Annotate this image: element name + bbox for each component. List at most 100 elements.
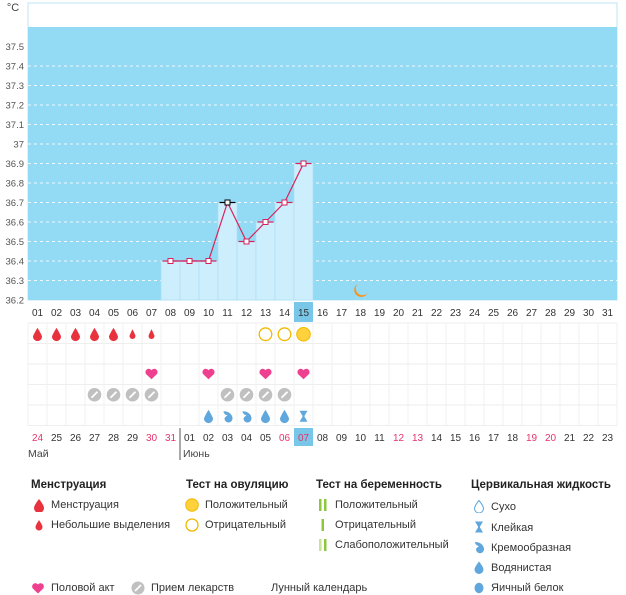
legend-spotting-label: Небольшие выделения: [51, 519, 171, 531]
temperature-point: [243, 238, 250, 245]
cycle-day: 19: [374, 308, 386, 319]
legend-cervical-title: Цервикальная жидкость: [471, 479, 611, 491]
unit-label: °C: [7, 2, 19, 14]
cycle-day: 30: [583, 308, 595, 319]
legend-cervical-dry: Сухо: [491, 501, 516, 513]
temperature-point: [224, 199, 231, 206]
cervical-watery-icon: [204, 409, 213, 424]
medicine-pill-line: [147, 391, 156, 399]
cycle-day: 01: [32, 308, 44, 319]
legend-pregnancy-positive: Положительный: [335, 499, 418, 511]
ovulation-positive-icon: [296, 326, 311, 342]
calendar-day: 29: [127, 433, 139, 444]
cycle-day: 13: [260, 308, 272, 319]
calendar-day: 10: [355, 433, 367, 444]
cycle-day: 24: [469, 308, 481, 319]
cycle-day: 25: [488, 308, 500, 319]
spotting-drop-icon: [129, 329, 136, 340]
legend-intercourse: Половой акт: [51, 582, 115, 594]
calendar-day: 26: [70, 433, 82, 444]
cycle-day: 29: [564, 308, 576, 319]
legend-cervical-creamy: Кремообразная: [491, 542, 572, 554]
calendar-day: 21: [564, 433, 576, 444]
calendar-day: 05: [260, 433, 272, 444]
cycle-day: 07: [146, 308, 158, 319]
temperature-bar: [160, 260, 181, 301]
medicine-pill-line: [90, 391, 99, 399]
temperature-bar: [274, 202, 295, 301]
cervical-dry-icon: [473, 499, 485, 513]
cycle-day: 03: [70, 308, 82, 319]
calendar-day: 25: [51, 433, 63, 444]
ovulation-negative-icon: [277, 327, 292, 342]
calendar-day: 08: [317, 433, 329, 444]
cycle-day: 17: [336, 308, 348, 319]
calendar-day: 01: [184, 433, 196, 444]
temperature-point: [186, 258, 193, 264]
medicine-pill-line: [128, 391, 137, 399]
y-tick-label: 36.5: [6, 237, 25, 248]
legend-ovulation-negative: Отрицательный: [205, 519, 286, 531]
today-date-cell: [294, 428, 313, 446]
medicine-pill-line: [109, 391, 118, 399]
calendar-day: 24: [32, 433, 44, 444]
cycle-day: 12: [241, 308, 253, 319]
cycle-day: 26: [507, 308, 519, 319]
intercourse-heart-icon: [145, 368, 158, 380]
cervical-sticky-icon: [299, 410, 308, 422]
calendar-day: 19: [526, 433, 538, 444]
y-tick-label: 36.6: [6, 218, 25, 229]
cervical-creamy-icon: [475, 542, 485, 554]
cycle-day: 14: [279, 308, 291, 319]
intercourse-heart-icon: [259, 368, 272, 380]
ovulation-negative-icon: [185, 518, 199, 532]
menstruation-drop-icon: [90, 327, 99, 342]
calendar-day: 14: [431, 433, 443, 444]
cycle-day: 15: [298, 308, 310, 319]
calendar-day: 22: [583, 433, 595, 444]
pregnancy-negative-icon: [321, 519, 324, 531]
moon-icon: [354, 284, 368, 297]
menstruation-drop-icon: [34, 499, 44, 512]
y-tick-label: 37.1: [6, 120, 25, 131]
legend-cervical-watery: Водянистая: [491, 562, 552, 574]
medicine-pill-line: [242, 391, 251, 399]
calendar-day: 03: [222, 433, 234, 444]
spotting-drop-icon: [148, 329, 155, 340]
spotting-drop-icon: [35, 520, 43, 531]
today-cell: [294, 302, 313, 322]
calendar-day: 06: [279, 433, 291, 444]
cycle-day: 18: [355, 308, 367, 319]
cycle-day: 04: [89, 308, 101, 319]
cycle-day: 22: [431, 308, 443, 319]
medicine-pill-icon: [131, 581, 145, 595]
month-label-june: Июнь: [183, 448, 210, 460]
temperature-bar: [236, 241, 257, 301]
y-tick-label: 36.2: [6, 296, 25, 307]
medicine-pill-line: [261, 391, 270, 399]
cycle-day: 16: [317, 308, 329, 319]
month-label-may: Май: [28, 448, 49, 460]
legend-pregnancy-weak: Слабоположительный: [335, 539, 449, 551]
y-tick-label: 37.3: [6, 81, 25, 92]
pregnancy-positive-icon: [319, 499, 327, 511]
y-tick-label: 36.7: [6, 198, 25, 209]
calendar-day: 27: [89, 433, 101, 444]
calendar-day: 18: [507, 433, 519, 444]
calendar-day: 12: [393, 433, 405, 444]
cycle-day: 05: [108, 308, 120, 319]
y-tick-label: 36.3: [6, 276, 25, 287]
y-tick-label: 37.5: [6, 42, 25, 53]
cycle-day: 31: [602, 308, 614, 319]
cervical-watery-icon: [280, 409, 289, 424]
cervical-creamy-icon: [242, 411, 252, 423]
calendar-day: 23: [602, 433, 614, 444]
legend-cervical-eggwhite: Яичный белок: [491, 582, 564, 594]
temperature-point: [167, 258, 174, 264]
temperature-point: [300, 160, 307, 167]
ovulation-positive-icon: [185, 498, 199, 512]
legend-pregnancy-negative: Отрицательный: [335, 519, 416, 531]
calendar-day: 16: [469, 433, 481, 444]
menstruation-drop-icon: [71, 327, 80, 342]
